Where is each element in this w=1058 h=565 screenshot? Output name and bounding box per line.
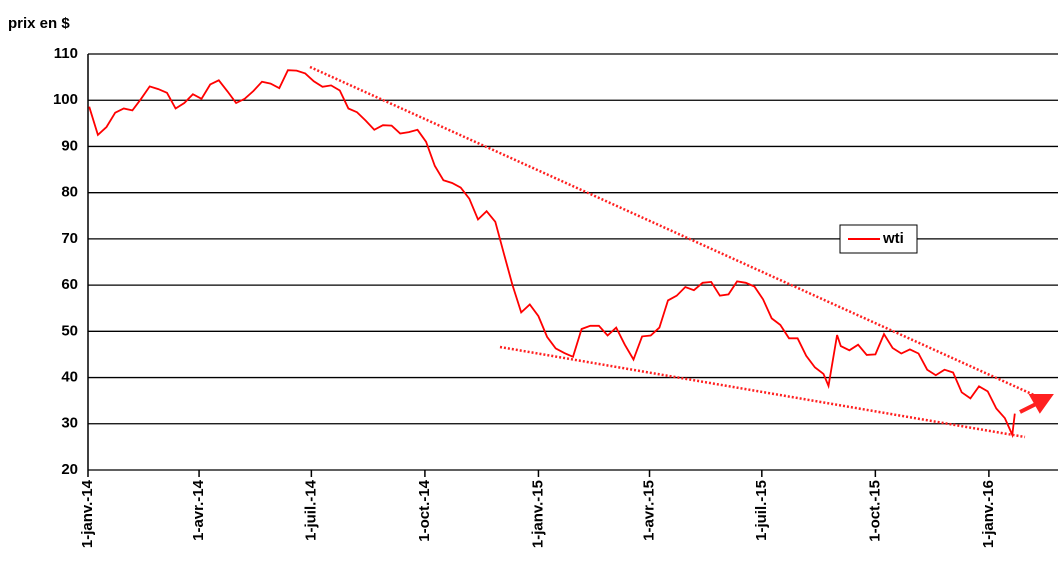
x-tick-label: 1-juil.-14 — [302, 479, 319, 541]
y-axis-label: prix en $ — [8, 15, 70, 32]
y-tick-label: 20 — [61, 461, 78, 478]
x-tick-label: 1-avr.-15 — [640, 480, 657, 541]
y-tick-label: 70 — [61, 230, 78, 247]
y-tick-label: 100 — [53, 91, 78, 108]
upper-trend-line — [309, 65, 1046, 402]
y-tick-label: 40 — [61, 369, 78, 386]
y-tick-label: 90 — [61, 137, 78, 154]
x-tick-label: 1-avr.-14 — [190, 479, 207, 541]
x-tick-label: 1-oct.-14 — [416, 479, 433, 541]
legend: wti — [839, 224, 918, 254]
x-tick-label: 1-janv.-14 — [79, 479, 96, 548]
trend-lines — [309, 65, 1046, 439]
y-tick-label: 80 — [61, 184, 78, 201]
x-tick-label: 1-janv.-16 — [980, 480, 997, 548]
x-tick-label: 1-juil.-15 — [753, 480, 770, 541]
x-tick-label: 1-oct.-15 — [866, 480, 883, 542]
arrow — [1019, 394, 1054, 414]
y-tick-label: 110 — [54, 45, 78, 62]
y-tick-label: 50 — [61, 322, 78, 339]
y-tick-label: 30 — [61, 415, 78, 432]
arrow-head — [1028, 394, 1054, 414]
plot: 20 30 40 50 60 70 80 90 100 110 1-janv.-14 1-avr.-1… — [53, 45, 1058, 548]
lower-trend-line — [499, 345, 1026, 439]
y-tick-label: 60 — [61, 276, 78, 293]
series-line — [88, 69, 1016, 439]
legend-label: wti — [882, 230, 904, 247]
x-tick-label: 1-janv.-15 — [529, 480, 546, 548]
